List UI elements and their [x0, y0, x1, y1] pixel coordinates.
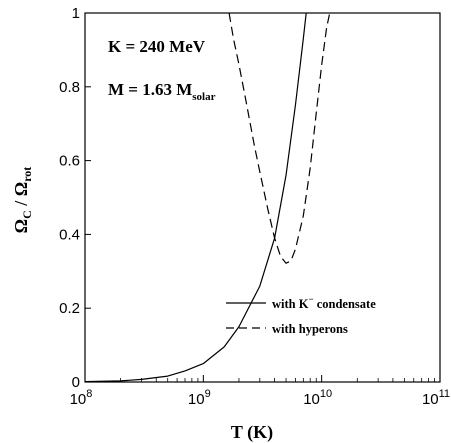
x-tick-label: 1010 — [303, 388, 332, 408]
y-tick-label: 1 — [72, 5, 80, 22]
y-tick-label: 0 — [72, 374, 80, 391]
y-axis-title: ΩC / Ωrot — [11, 167, 34, 234]
annotation-m-sub: solar — [192, 91, 215, 103]
annotation-k: K = 240 MeV — [108, 37, 206, 56]
x-axis-title: T (K) — [231, 422, 273, 443]
legend-label-k-main: with K — [272, 297, 309, 311]
y-axis-title-omega-c: Ω — [11, 219, 31, 233]
y-tick-label: 0.4 — [59, 226, 80, 243]
y-tick-label: 0.6 — [59, 153, 80, 170]
x-tick-label: 1011 — [422, 388, 450, 408]
y-axis-title-sep: / — [11, 196, 31, 210]
y-tick-label: 0.2 — [59, 300, 80, 317]
y-tick-label: 0.8 — [59, 79, 80, 96]
legend-label-k-rest: condensate — [314, 297, 377, 311]
y-axis-title-sub-rot: rot — [20, 167, 34, 182]
legend-label-k-sup: − — [308, 294, 313, 304]
plot-area-frame — [84, 12, 441, 383]
legend: with K− condensate with hyperons — [226, 294, 376, 336]
y-axis-title-sub-c: C — [20, 210, 34, 219]
annotation-m: M = 1.63 Msolar — [108, 80, 216, 103]
legend-label-hyperons: with hyperons — [272, 322, 348, 336]
x-tick-label: 109 — [188, 388, 211, 408]
annotation-m-main: M = 1.63 M — [108, 80, 192, 99]
series-line-hyperons — [228, 12, 331, 264]
series-line-k-condensate — [84, 12, 307, 383]
y-axis-title-omega-rot: Ω — [11, 182, 31, 196]
x-tick-label: 108 — [70, 388, 93, 408]
legend-label-k-condensate: with K− condensate — [272, 294, 376, 311]
